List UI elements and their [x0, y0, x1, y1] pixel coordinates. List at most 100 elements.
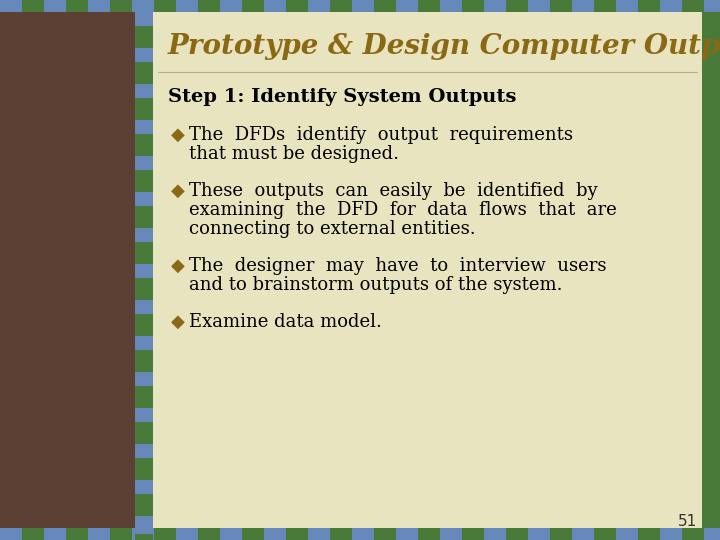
- Bar: [132, 0, 154, 12]
- Text: 51: 51: [678, 515, 697, 530]
- Bar: [22, 0, 44, 12]
- Bar: [704, 528, 720, 540]
- Bar: [242, 528, 264, 540]
- Bar: [135, 120, 153, 134]
- Text: ◆: ◆: [171, 313, 185, 331]
- Bar: [330, 0, 352, 12]
- Bar: [132, 528, 154, 540]
- Bar: [616, 528, 638, 540]
- Bar: [506, 528, 528, 540]
- Bar: [396, 0, 418, 12]
- Bar: [135, 498, 153, 512]
- Bar: [330, 528, 352, 540]
- Bar: [135, 480, 153, 494]
- Bar: [135, 30, 153, 44]
- Bar: [396, 528, 418, 540]
- Bar: [135, 282, 153, 296]
- Bar: [135, 210, 153, 224]
- Bar: [264, 0, 286, 12]
- Bar: [418, 0, 440, 12]
- Bar: [88, 528, 110, 540]
- Bar: [660, 528, 682, 540]
- Bar: [135, 246, 153, 260]
- Bar: [44, 0, 66, 12]
- Bar: [66, 0, 88, 12]
- Bar: [135, 516, 153, 530]
- Bar: [286, 528, 308, 540]
- Bar: [594, 528, 616, 540]
- Text: connecting to external entities.: connecting to external entities.: [189, 220, 476, 238]
- Bar: [88, 0, 110, 12]
- Bar: [462, 528, 484, 540]
- Bar: [528, 528, 550, 540]
- Bar: [418, 528, 440, 540]
- Bar: [135, 12, 153, 26]
- Bar: [702, 0, 720, 540]
- Bar: [176, 0, 198, 12]
- Bar: [616, 0, 638, 12]
- Bar: [374, 528, 396, 540]
- Bar: [135, 228, 153, 242]
- Bar: [135, 390, 153, 404]
- Bar: [484, 528, 506, 540]
- Text: that must be designed.: that must be designed.: [189, 145, 399, 163]
- Bar: [638, 528, 660, 540]
- Bar: [176, 528, 198, 540]
- Bar: [198, 528, 220, 540]
- Bar: [286, 0, 308, 12]
- Bar: [135, 336, 153, 350]
- Bar: [0, 0, 22, 12]
- Text: The  DFDs  identify  output  requirements: The DFDs identify output requirements: [189, 126, 573, 144]
- Bar: [153, 0, 720, 540]
- Bar: [0, 528, 22, 540]
- Text: These  outputs  can  easily  be  identified  by: These outputs can easily be identified b…: [189, 182, 598, 200]
- Bar: [242, 0, 264, 12]
- Bar: [352, 528, 374, 540]
- Bar: [66, 528, 88, 540]
- Bar: [572, 0, 594, 12]
- Bar: [135, 444, 153, 458]
- Bar: [135, 408, 153, 422]
- Bar: [110, 0, 132, 12]
- Bar: [594, 0, 616, 12]
- Bar: [660, 0, 682, 12]
- Bar: [550, 0, 572, 12]
- Bar: [154, 0, 176, 12]
- Bar: [682, 528, 704, 540]
- Bar: [154, 528, 176, 540]
- Bar: [308, 0, 330, 12]
- Bar: [0, 0, 135, 540]
- Text: examining  the  DFD  for  data  flows  that  are: examining the DFD for data flows that ar…: [189, 201, 617, 219]
- Bar: [135, 192, 153, 206]
- Bar: [374, 0, 396, 12]
- Bar: [220, 0, 242, 12]
- Text: ◆: ◆: [171, 257, 185, 275]
- Bar: [682, 0, 704, 12]
- Bar: [352, 0, 374, 12]
- Text: ◆: ◆: [171, 182, 185, 200]
- Bar: [135, 156, 153, 170]
- Bar: [440, 0, 462, 12]
- Bar: [220, 528, 242, 540]
- Bar: [110, 528, 132, 540]
- Bar: [484, 0, 506, 12]
- Bar: [135, 300, 153, 314]
- Bar: [22, 528, 44, 540]
- Bar: [506, 0, 528, 12]
- Bar: [135, 174, 153, 188]
- Bar: [528, 0, 550, 12]
- Text: The  designer  may  have  to  interview  users: The designer may have to interview users: [189, 257, 606, 275]
- Bar: [264, 528, 286, 540]
- Bar: [308, 528, 330, 540]
- Bar: [135, 318, 153, 332]
- Bar: [135, 66, 153, 80]
- Text: Prototype & Design Computer Outputs: Prototype & Design Computer Outputs: [168, 33, 720, 60]
- Bar: [704, 0, 720, 12]
- Bar: [198, 0, 220, 12]
- Bar: [44, 528, 66, 540]
- Text: and to brainstorm outputs of the system.: and to brainstorm outputs of the system.: [189, 276, 562, 294]
- Bar: [135, 84, 153, 98]
- Bar: [135, 102, 153, 116]
- Bar: [135, 534, 153, 540]
- Bar: [462, 0, 484, 12]
